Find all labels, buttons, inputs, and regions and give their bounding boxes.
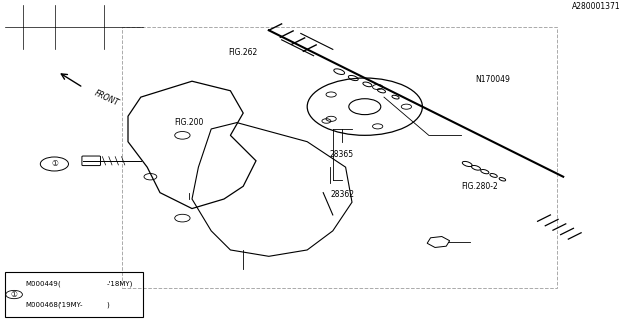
Text: FRONT: FRONT (93, 89, 120, 108)
Text: ): ) (106, 301, 109, 308)
Text: M000449: M000449 (25, 281, 58, 287)
Text: ①: ① (51, 159, 58, 169)
Text: 28362: 28362 (330, 190, 355, 199)
Text: ('19MY-: ('19MY- (57, 301, 83, 308)
Text: FIG.280-2: FIG.280-2 (461, 182, 497, 191)
Text: ①: ① (11, 290, 17, 299)
Text: (: ( (57, 280, 60, 287)
Text: -'18MY): -'18MY) (106, 280, 132, 287)
Text: 28365: 28365 (330, 150, 354, 159)
Text: FIG.262: FIG.262 (228, 48, 258, 57)
Text: N170049: N170049 (475, 75, 509, 84)
Text: FIG.200: FIG.200 (174, 118, 204, 127)
Text: M000468: M000468 (25, 302, 58, 308)
Text: A280001371: A280001371 (572, 2, 621, 11)
